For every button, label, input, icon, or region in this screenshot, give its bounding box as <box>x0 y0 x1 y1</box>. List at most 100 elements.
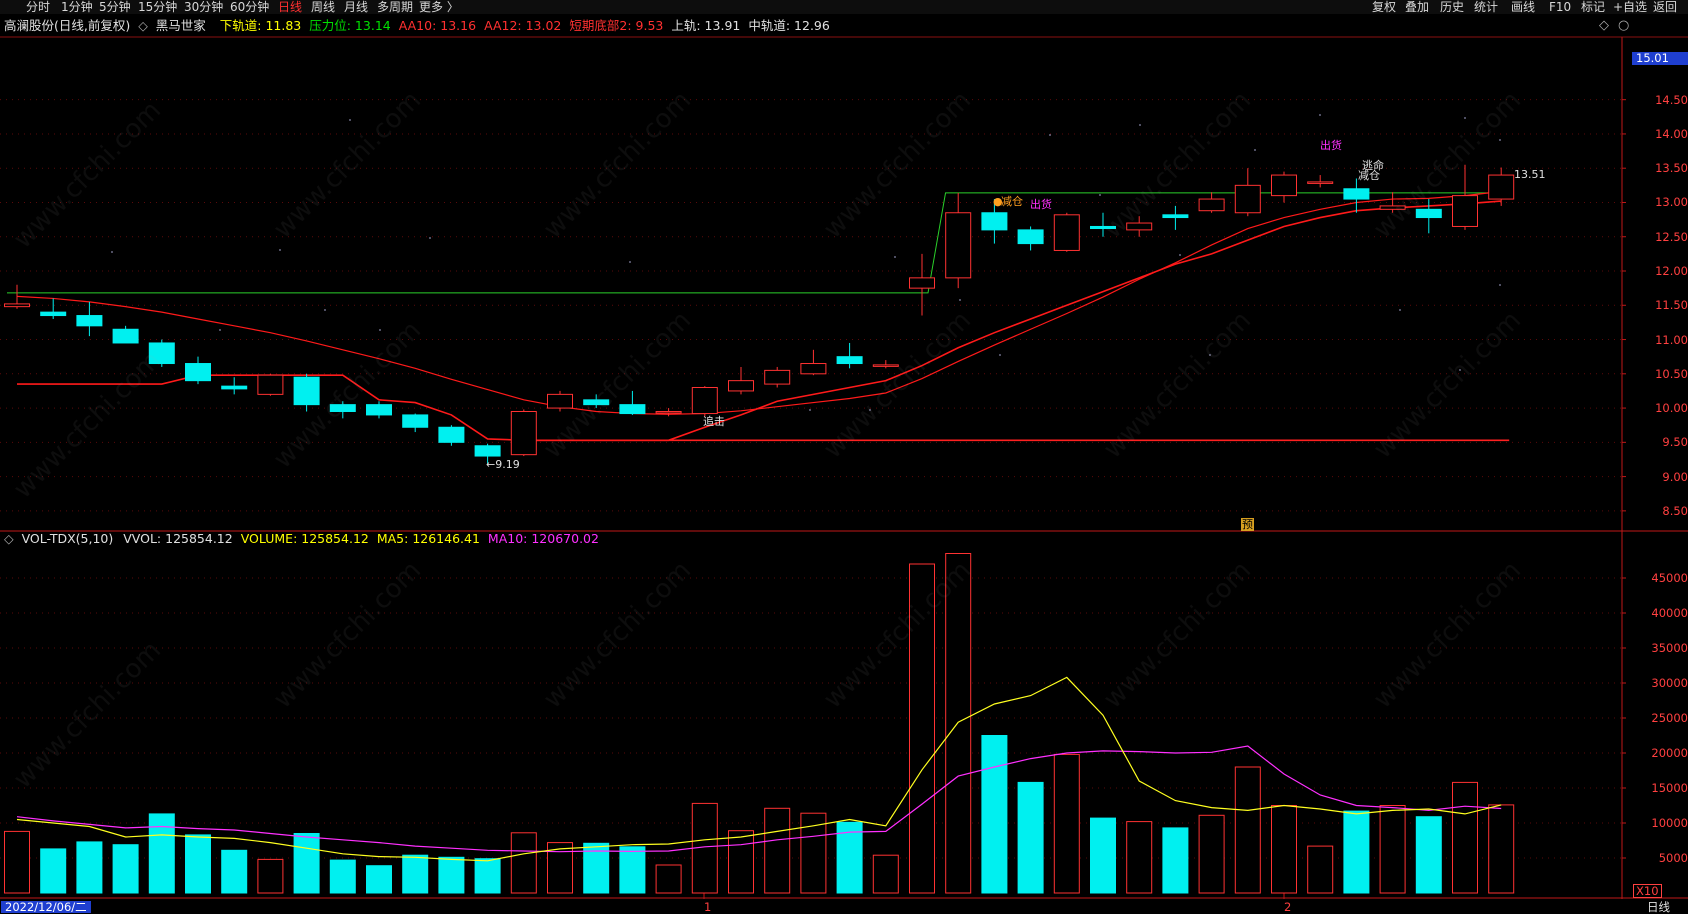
volume-bar <box>148 813 175 894</box>
signal-dot <box>111 251 113 253</box>
candle-body <box>1307 181 1334 184</box>
signal-dot <box>1049 134 1051 136</box>
toolbar-item-7[interactable]: 周线 <box>311 0 336 14</box>
signal-dot <box>1209 354 1211 356</box>
signal-dot <box>429 237 431 239</box>
volume-bar <box>945 553 972 894</box>
main-legend-field-0: 下轨道: 11.83 <box>219 18 302 33</box>
candle-body <box>1488 174 1515 200</box>
volume-bar <box>1126 821 1153 894</box>
candle-body <box>547 393 573 409</box>
toolbar-right-item-8[interactable]: 返回 <box>1653 0 1678 14</box>
signal-dot <box>1464 117 1466 119</box>
signal-dot <box>629 261 631 263</box>
reduce-signal-label: 减仓 <box>1358 169 1380 182</box>
volume-tick-label: 45000 <box>1651 571 1688 585</box>
candle-body <box>112 328 139 344</box>
toolbar-item-4[interactable]: 30分钟 <box>184 0 224 14</box>
volume-bar <box>1234 766 1261 894</box>
volume-bar <box>40 848 67 894</box>
vol-legend-field-3: MA10: 120670.02 <box>487 531 599 546</box>
indicator-name[interactable]: 黑马世家 <box>155 18 206 33</box>
chase-signal-label: 追击 <box>703 415 725 428</box>
volume-bar <box>1090 817 1116 894</box>
volume-tick-label: 15000 <box>1651 781 1688 795</box>
toolbar-item-10[interactable]: 更多 〉 <box>419 0 459 14</box>
candle-body <box>402 414 429 428</box>
period-indicator[interactable]: 日线 <box>1647 900 1670 914</box>
candle-body <box>619 404 646 415</box>
escape-signal-label: 逃命 <box>1362 159 1384 172</box>
high-price-marker: 13.51 <box>1514 168 1546 181</box>
volume-bar <box>1053 753 1080 894</box>
vol-ma5-line <box>16 676 1502 862</box>
toolbar-right-item-1[interactable]: 叠加 <box>1405 0 1430 14</box>
vol-indicator-name[interactable]: VOL-TDX(5,10) <box>21 531 114 546</box>
volume-bar <box>655 864 682 894</box>
diamond-icon[interactable]: ◇ <box>1599 18 1609 33</box>
toolbar-item-0[interactable]: 分时 <box>26 0 51 14</box>
signal-dot <box>1499 284 1501 286</box>
candle-body <box>148 342 175 365</box>
toolbar-right-item-0[interactable]: 复权 <box>1372 0 1397 14</box>
volume-bar <box>402 854 429 894</box>
volume-bar <box>1307 845 1334 894</box>
toolbar-item-3[interactable]: 15分钟 <box>138 0 178 14</box>
period-toolbar: 分时 1分钟 5分钟 15分钟 30分钟 60分钟 日线 周线 月线 多周期 更多 〉 复权 叠加 历史统… <box>0 0 1688 14</box>
toolbar-item-9[interactable]: 多周期 <box>377 0 414 14</box>
volume-bar <box>1198 814 1225 894</box>
toolbar-right-item-4[interactable]: 画线 <box>1511 0 1536 14</box>
toolbar-right-item-5[interactable]: F10 <box>1549 0 1572 14</box>
signal-dot <box>999 354 1001 356</box>
candle-body <box>1415 208 1442 219</box>
toolbar-right-item-2[interactable]: 历史 <box>1440 0 1465 14</box>
volume-bar <box>872 854 899 894</box>
volume-unit-tag: X10 <box>1633 884 1662 898</box>
signal-dot <box>894 256 896 258</box>
volume-bar <box>1343 810 1370 894</box>
toolbar-item-2[interactable]: 5分钟 <box>99 0 131 14</box>
candle-body <box>1343 188 1370 200</box>
toolbar-right-item-7[interactable]: +自选 <box>1613 0 1648 14</box>
candle-body <box>221 385 248 390</box>
volume-bar <box>257 858 284 894</box>
volume-bar <box>438 856 465 894</box>
price-tick-label: 10.00 <box>1655 401 1688 416</box>
volume-bar <box>836 821 863 894</box>
aa10-line <box>16 190 1502 415</box>
toolbar-item-8[interactable]: 月线 <box>344 0 369 14</box>
signal-dot <box>279 249 281 251</box>
toolbar-item-5[interactable]: 60分钟 <box>230 0 270 14</box>
current-price-tag: 15.01 <box>1632 52 1688 65</box>
signal-dot <box>809 409 811 411</box>
toolbar-right-item-6[interactable]: 标记 <box>1581 0 1606 14</box>
signal-dot <box>1179 254 1181 256</box>
forecast-badge[interactable]: 预 <box>1241 518 1254 531</box>
vol-legend-field-0: VVOL: 125854.12 <box>123 531 233 546</box>
volume-bar <box>474 858 501 894</box>
candle-body <box>909 277 935 289</box>
candle-body <box>438 426 465 443</box>
price-tick-label: 11.50 <box>1655 298 1688 313</box>
candle-body <box>76 315 103 327</box>
toolbar-item-6[interactable]: 日线 <box>278 0 303 14</box>
vol-ma10-line <box>16 745 1502 853</box>
toolbar-item-1[interactable]: 1分钟 <box>61 0 93 14</box>
signal-dot <box>959 299 961 301</box>
legend-dot-icon: ◇ <box>4 531 18 546</box>
circle-icon[interactable]: ○ <box>1618 18 1630 33</box>
candle-body <box>1053 214 1080 251</box>
main-legend: 高澜股份(日线,前复权) ◇ 黑马世家 下轨道: 11.83 压力位: 13.14… <box>4 18 838 34</box>
volume-bar <box>1271 805 1297 894</box>
candle-body <box>872 364 899 367</box>
candle-body <box>981 212 1008 231</box>
volume-bar <box>800 812 827 894</box>
volume-bar <box>1162 827 1189 894</box>
toolbar-right-item-3[interactable]: 统计 <box>1474 0 1499 14</box>
volume-bar <box>185 834 211 894</box>
candle-body <box>655 410 682 414</box>
signal-dot <box>324 309 326 311</box>
cursor-date-tag: 2022/12/06/二 <box>1 901 91 913</box>
month-label: 2 <box>1284 900 1292 914</box>
volume-bar <box>1017 781 1044 894</box>
